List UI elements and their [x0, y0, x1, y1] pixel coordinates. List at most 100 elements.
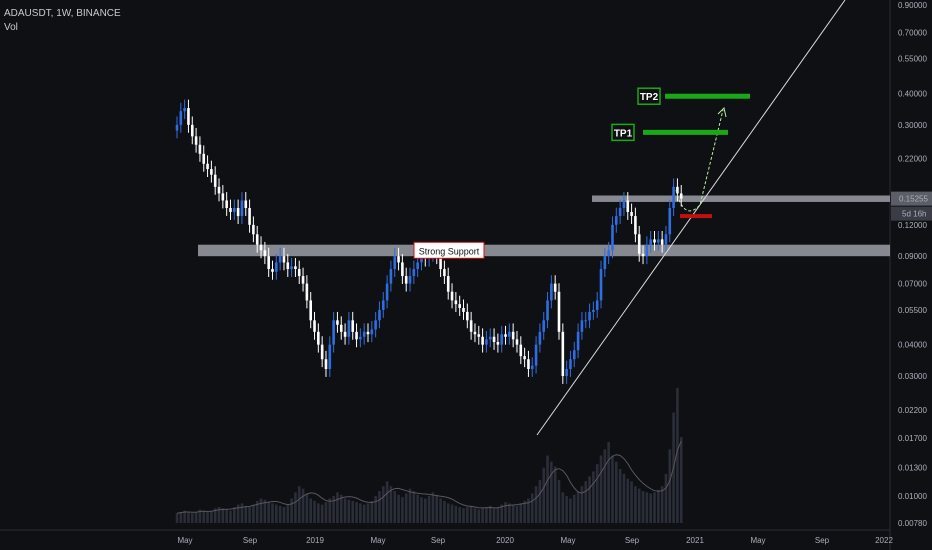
volume-bar	[366, 503, 370, 523]
candle	[328, 344, 332, 370]
candle	[664, 234, 668, 245]
time-tick-label: May	[177, 536, 192, 545]
candle	[194, 136, 198, 145]
candle	[366, 331, 370, 335]
candle	[290, 266, 293, 270]
volume-bar	[580, 486, 584, 523]
volume-bar	[175, 513, 179, 523]
volume-bar	[645, 492, 649, 523]
candle	[190, 124, 194, 137]
volume-bar	[404, 493, 408, 523]
candle	[668, 207, 672, 235]
chart-symbol-title: ADAUSDT, 1W, BINANCE	[4, 8, 121, 19]
candle	[381, 300, 385, 310]
volume-bar	[485, 507, 488, 523]
price-tick-label: 0.09000	[898, 252, 927, 261]
candle	[645, 244, 649, 257]
candle	[339, 324, 343, 332]
price-tick-label: 0.05500	[898, 306, 927, 315]
stop-loss-marker	[680, 214, 712, 219]
volume-bar	[252, 504, 255, 523]
volume-bar	[393, 491, 397, 523]
candle	[653, 239, 656, 243]
candle	[324, 359, 328, 370]
time-tick-label: 2022	[875, 536, 893, 545]
candle	[271, 269, 274, 272]
candle	[309, 300, 312, 321]
target-label-box	[611, 123, 635, 142]
volume-bar	[194, 511, 198, 523]
candle	[294, 266, 297, 270]
candle	[412, 269, 416, 277]
volume-bar	[443, 500, 446, 523]
candle	[649, 239, 652, 245]
candle	[469, 320, 473, 332]
volume-bar	[565, 496, 568, 523]
candle	[351, 320, 355, 332]
resistance-zone	[592, 195, 890, 202]
candle	[488, 336, 492, 340]
volume-bar	[588, 476, 591, 523]
candle	[217, 186, 221, 194]
candle	[527, 359, 530, 370]
candle	[542, 320, 546, 332]
volume-bar	[183, 510, 186, 523]
volume-bar	[301, 488, 305, 523]
target-label: TP2	[640, 92, 659, 103]
candle	[347, 320, 351, 337]
candle	[500, 334, 503, 345]
candle	[259, 244, 263, 251]
volume-bar	[278, 505, 282, 523]
candle	[446, 276, 450, 292]
volume-bar	[271, 503, 274, 523]
price-tick-label: 0.01300	[898, 463, 927, 472]
price-tick-label: 0.07000	[898, 280, 927, 289]
candle	[343, 331, 347, 337]
candle	[389, 269, 393, 284]
volume-bar	[488, 505, 492, 523]
volume-bar	[267, 502, 270, 523]
volume-bar	[378, 491, 381, 523]
volume-bar	[492, 508, 496, 523]
volume-bar	[286, 504, 290, 523]
candle	[175, 124, 179, 131]
candle	[443, 269, 446, 277]
volume-bar	[668, 449, 672, 523]
candle	[206, 163, 209, 170]
volume-bar	[435, 494, 439, 523]
volume-bar	[385, 481, 389, 523]
target-line	[643, 129, 728, 135]
volume-bar	[679, 437, 683, 523]
volume-bar	[454, 505, 458, 523]
target-label-box	[637, 87, 661, 105]
volume-bar	[557, 480, 561, 523]
volume-bar	[611, 455, 614, 523]
candle	[576, 331, 580, 351]
candle	[263, 250, 267, 257]
volume-bar	[202, 510, 206, 523]
candle	[278, 256, 282, 263]
time-tick-label: Sep	[431, 536, 446, 545]
price-tick-label: 0.90000	[898, 1, 927, 10]
candle	[599, 269, 603, 301]
volume-bar	[259, 498, 263, 523]
candle	[187, 108, 190, 125]
volume-bar	[210, 510, 213, 523]
time-tick-label: 2020	[496, 536, 514, 545]
candle	[179, 111, 183, 125]
time-tick-label: May	[750, 536, 765, 545]
candle	[588, 311, 591, 321]
candle	[332, 320, 335, 345]
volume-bar	[592, 471, 595, 523]
candle	[515, 339, 519, 345]
volume-bar	[676, 388, 679, 523]
candle	[297, 269, 301, 277]
time-tick-label: Sep	[243, 536, 258, 545]
candle	[252, 224, 255, 235]
price-tick-label: 0.03000	[898, 372, 927, 381]
target-line	[665, 93, 750, 99]
candles	[175, 99, 683, 384]
candle	[557, 291, 561, 332]
